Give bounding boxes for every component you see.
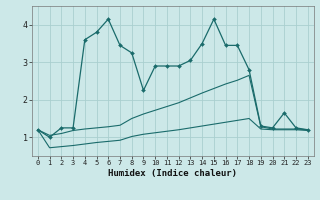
X-axis label: Humidex (Indice chaleur): Humidex (Indice chaleur) <box>108 169 237 178</box>
